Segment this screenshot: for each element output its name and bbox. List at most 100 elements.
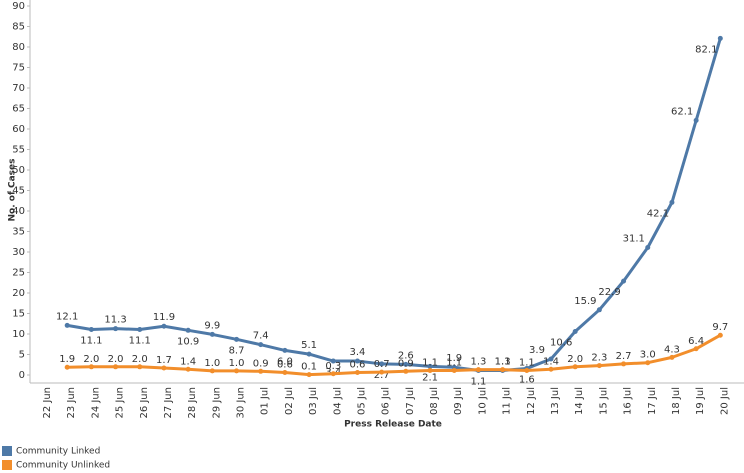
data-point <box>596 363 602 369</box>
data-point <box>645 244 651 250</box>
data-label: 6.0 <box>277 356 293 367</box>
data-point <box>282 347 288 353</box>
data-point <box>403 368 409 374</box>
x-tick-label: 17 Jul <box>647 387 658 415</box>
y-tick-label: 85 <box>12 22 25 33</box>
data-point <box>88 326 94 332</box>
data-label: 0.3 <box>325 361 341 372</box>
data-point <box>88 364 94 370</box>
data-label: 1.4 <box>543 356 559 367</box>
x-tick-label: 23 Jun <box>66 387 77 419</box>
x-tick-label: 11 Jul <box>502 387 513 415</box>
data-label: 1.1 <box>422 357 438 368</box>
data-label: 15.9 <box>574 296 596 307</box>
data-point <box>427 363 433 369</box>
data-label: 1.0 <box>204 358 220 369</box>
data-label: 2.1 <box>422 372 438 383</box>
y-tick-label: 0 <box>19 370 25 381</box>
x-tick-label: 25 Jun <box>115 387 126 419</box>
data-point <box>572 364 578 370</box>
data-point <box>161 323 167 329</box>
y-tick-label: 45 <box>12 186 25 197</box>
data-label: 11.9 <box>153 312 175 323</box>
data-point <box>137 364 143 370</box>
x-tick-label: 19 Jul <box>695 387 706 415</box>
data-label: 0.6 <box>277 360 293 371</box>
y-tick-label: 40 <box>12 206 25 217</box>
y-tick-label: 65 <box>12 104 25 115</box>
y-tick-label: 10 <box>12 329 25 340</box>
x-tick-label: 27 Jun <box>163 387 174 419</box>
data-label: 10.9 <box>177 336 199 347</box>
data-point <box>451 367 457 373</box>
data-label: 6.4 <box>688 336 704 347</box>
data-label: 1.1 <box>470 376 486 387</box>
data-label: 42.1 <box>647 208 669 219</box>
x-tick-label: 26 Jun <box>139 387 150 419</box>
x-tick-label: 18 Jul <box>671 387 682 415</box>
data-point <box>282 370 288 376</box>
data-label: 1.6 <box>519 374 535 385</box>
data-label: 8.7 <box>229 345 245 356</box>
data-label: 7.4 <box>253 331 269 342</box>
data-label: 0.7 <box>374 359 390 370</box>
data-label: 0.1 <box>301 362 317 373</box>
data-point <box>475 367 481 373</box>
data-label: 2.0 <box>567 354 583 365</box>
x-tick-label: 28 Jun <box>187 387 198 419</box>
data-label: 4.3 <box>664 344 680 355</box>
data-point <box>234 368 240 374</box>
data-label: 12.1 <box>56 311 78 322</box>
x-axis-title: Press Release Date <box>344 420 442 430</box>
data-point <box>500 367 506 373</box>
x-tick-label: 07 Jul <box>405 387 416 415</box>
x-tick-label: 05 Jul <box>356 387 367 415</box>
data-label: 1.7 <box>156 355 172 366</box>
data-point <box>524 367 530 373</box>
y-axis-title: No. of Cases <box>8 159 18 222</box>
y-tick-label: 30 <box>12 247 25 258</box>
data-label: 2.7 <box>616 351 632 362</box>
x-tick-label: 24 Jun <box>90 387 101 419</box>
data-point <box>354 358 360 364</box>
y-tick-label: 70 <box>12 83 25 94</box>
x-tick-label: 04 Jul <box>332 387 343 415</box>
data-point <box>572 329 578 335</box>
data-label: 1.9 <box>59 354 75 365</box>
data-point <box>258 368 264 374</box>
legend-swatch <box>2 460 12 470</box>
data-point <box>185 366 191 372</box>
data-point <box>548 366 554 372</box>
data-point <box>113 364 119 370</box>
data-label: 3.0 <box>640 350 656 361</box>
data-point <box>64 322 70 328</box>
x-tick-label: 06 Jul <box>381 387 392 415</box>
y-tick-label: 25 <box>12 268 25 279</box>
data-label: 9.9 <box>204 320 220 331</box>
x-tick-label: 22 Jun <box>42 387 53 419</box>
data-label: 62.1 <box>671 106 693 117</box>
data-point <box>379 369 385 375</box>
data-point <box>548 356 554 362</box>
data-point <box>596 307 602 313</box>
y-tick-label: 60 <box>12 124 25 135</box>
data-label: 1.1 <box>519 357 535 368</box>
data-point <box>137 326 143 332</box>
data-label: 1.4 <box>180 356 196 367</box>
data-label: 82.1 <box>695 44 717 55</box>
data-label: 2.0 <box>132 354 148 365</box>
series-line <box>66 37 722 372</box>
data-point <box>330 358 336 364</box>
x-tick-label: 16 Jul <box>623 387 634 415</box>
data-label: 1.3 <box>470 357 486 368</box>
data-point <box>717 35 723 41</box>
y-tick-label: 35 <box>12 227 25 238</box>
data-point <box>621 278 627 284</box>
x-tick-label: 09 Jul <box>453 387 464 415</box>
x-tick-label: 15 Jul <box>598 387 609 415</box>
data-label: 0.6 <box>350 360 366 371</box>
data-label: 3.4 <box>350 347 366 358</box>
data-label: 2.3 <box>591 353 607 364</box>
data-point <box>161 365 167 371</box>
